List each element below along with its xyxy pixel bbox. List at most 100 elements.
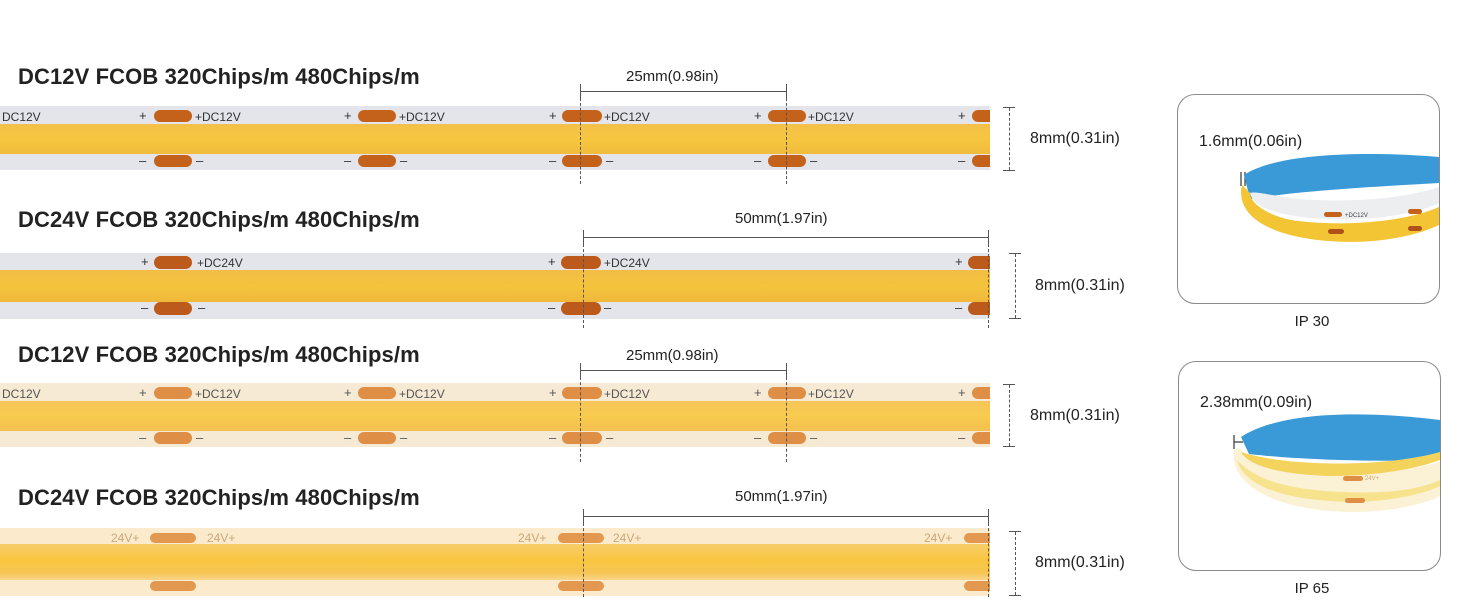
solder-pad — [358, 110, 396, 122]
plus-sign: + — [141, 254, 149, 269]
plus-sign: + — [344, 385, 352, 400]
ip30-caption: IP 30 — [1294, 313, 1330, 330]
led-strip-row-1: DC12V + +DC12V + +DC12V + +DC12V + +DC12… — [0, 106, 990, 170]
span-label: 25mm(0.98in) — [626, 68, 719, 85]
cut-line — [580, 98, 581, 184]
thickness-label: 2.38mm(0.09in) — [1200, 394, 1313, 411]
cut-line — [786, 98, 787, 184]
minus-sign: – — [955, 300, 963, 315]
voltage-label: DC12V — [2, 110, 41, 124]
voltage-label: +DC12V — [604, 110, 650, 124]
cut-line — [786, 377, 787, 462]
minus-sign: – — [958, 430, 966, 445]
minus-sign: – — [604, 300, 612, 315]
minus-sign: – — [344, 153, 352, 168]
plus-sign: + — [139, 385, 147, 400]
voltage-label: +DC12V — [399, 110, 445, 124]
minus-sign: – — [196, 153, 204, 168]
solder-pad — [964, 581, 990, 591]
span-label: 25mm(0.98in) — [626, 347, 719, 364]
width-dimension-line — [1009, 108, 1010, 170]
strip-print-label: 24V+ — [1365, 476, 1380, 482]
span-dimension-line — [580, 91, 786, 92]
solder-pad — [968, 302, 990, 315]
minus-sign: – — [810, 153, 818, 168]
width-dimension-line — [1015, 254, 1016, 318]
width-dimension-line — [1009, 385, 1010, 446]
solder-pad — [150, 533, 196, 543]
solder-pad — [558, 581, 604, 591]
voltage-label: +DC12V — [808, 110, 854, 124]
minus-sign: – — [548, 300, 556, 315]
plus-sign: + — [139, 108, 147, 123]
ip30-strip-illustration: +DC12V — [1240, 154, 1439, 242]
solder-pad — [150, 581, 196, 591]
solder-pad — [561, 302, 601, 315]
width-cap — [1003, 446, 1015, 447]
voltage-label: +DC12V — [808, 387, 854, 401]
width-label: 8mm(0.31in) — [1030, 407, 1120, 424]
minus-sign: – — [139, 153, 147, 168]
voltage-label: 24V+ — [518, 531, 547, 545]
span-label: 50mm(1.97in) — [735, 210, 828, 227]
solder-pad — [562, 155, 602, 167]
minus-sign: – — [141, 300, 149, 315]
width-cap — [1003, 384, 1015, 385]
plus-sign: + — [549, 108, 557, 123]
solder-pad — [972, 110, 990, 122]
voltage-label: +DC12V — [195, 110, 241, 124]
dimension-tick — [786, 84, 787, 98]
span-dimension-line — [583, 516, 988, 517]
dimension-tick — [988, 509, 989, 523]
minus-sign: – — [958, 153, 966, 168]
solder-pad — [154, 387, 192, 399]
minus-sign: – — [400, 153, 408, 168]
minus-sign: – — [754, 430, 762, 445]
solder-pad — [358, 432, 396, 444]
width-cap — [1009, 595, 1021, 596]
width-label: 8mm(0.31in) — [1030, 130, 1120, 147]
cut-line — [580, 377, 581, 462]
led-glow — [0, 124, 990, 154]
led-glow — [0, 401, 990, 431]
solder-pad — [768, 387, 806, 399]
solder-pad — [768, 155, 806, 167]
plus-sign: + — [754, 108, 762, 123]
plus-sign: + — [549, 385, 557, 400]
solder-pad — [964, 533, 990, 543]
ip65-caption: IP 65 — [1294, 580, 1330, 597]
solder-pad — [154, 110, 192, 122]
solder-pad — [154, 432, 192, 444]
solder-pad — [972, 432, 990, 444]
solder-pad — [154, 256, 192, 269]
minus-sign: – — [196, 430, 204, 445]
plus-sign: + — [958, 108, 966, 123]
minus-sign: – — [549, 153, 557, 168]
voltage-label: 24V+ — [924, 531, 953, 545]
solder-pad — [154, 155, 192, 167]
solder-pad — [968, 256, 990, 269]
cut-line — [583, 244, 584, 328]
cut-line — [988, 523, 989, 597]
strip-print-label: +DC12V — [1345, 213, 1368, 219]
minus-sign: – — [400, 430, 408, 445]
width-dimension-line — [1015, 532, 1016, 595]
solder-pad — [358, 387, 396, 399]
voltage-label: +DC12V — [195, 387, 241, 401]
dimension-tick — [580, 363, 581, 377]
row-1-title: DC12V FCOB 320Chips/m 480Chips/m — [18, 64, 420, 89]
row-2-title: DC24V FCOB 320Chips/m 480Chips/m — [18, 207, 420, 232]
led-strip-row-3: DC12V + +DC12V + +DC12V + +DC12V + +DC12… — [0, 383, 990, 447]
plus-sign: + — [754, 385, 762, 400]
plus-sign: + — [344, 108, 352, 123]
plus-sign: + — [958, 385, 966, 400]
led-strip-row-2: + +DC24V + +DC24V + – – – – – — [0, 253, 990, 319]
solder-pad — [154, 302, 192, 315]
voltage-label: +DC24V — [604, 256, 650, 270]
plus-sign: + — [548, 254, 556, 269]
solder-pad — [562, 387, 602, 399]
minus-sign: – — [198, 300, 206, 315]
led-glow — [0, 270, 990, 302]
solder-pad — [768, 110, 806, 122]
solder-pad — [561, 256, 601, 269]
